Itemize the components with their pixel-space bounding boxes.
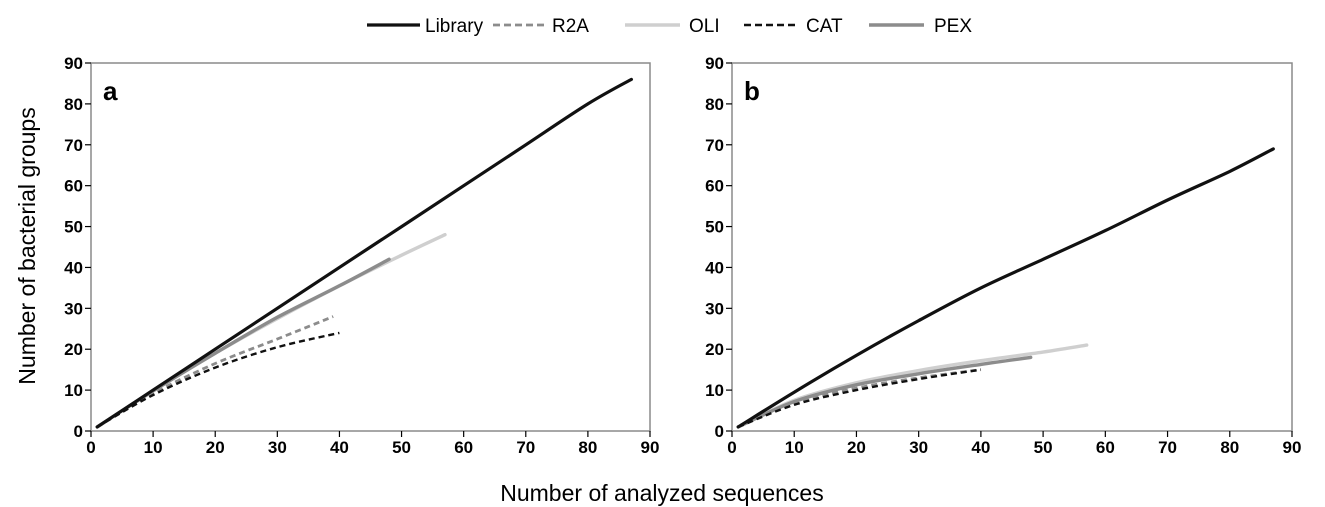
- y-tick-label: 40: [705, 258, 724, 277]
- y-tick-label: 80: [64, 95, 83, 114]
- x-tick-label: 30: [909, 438, 928, 457]
- legend-label: CAT: [806, 16, 843, 37]
- x-tick-label: 90: [641, 438, 660, 457]
- y-tick-label: 60: [64, 177, 83, 196]
- x-tick-label: 50: [392, 438, 411, 457]
- series-line-cat: [737, 368, 982, 429]
- panel-a: 0 10 20 30 40 50 60 70 80 90 0 10 20 30 40 50 60 70 80 90 a: [64, 54, 659, 457]
- x-tick-label: 50: [1034, 438, 1053, 457]
- panel-letter: a: [103, 76, 118, 106]
- x-tick-label: 0: [86, 438, 95, 457]
- x-tick-label: 60: [454, 438, 473, 457]
- legend-label: Library: [425, 16, 484, 37]
- y-tick-label: 10: [64, 381, 83, 400]
- series-line-pex: [736, 355, 1033, 429]
- legend-item-r2a: R2A: [493, 16, 589, 37]
- x-tick-label: 20: [206, 438, 225, 457]
- legend-item-pex: PEX: [869, 16, 972, 37]
- x-tick-label: 40: [971, 438, 990, 457]
- x-tick-label: 0: [727, 438, 736, 457]
- y-tick-label: 10: [705, 381, 724, 400]
- y-tick-label: 0: [715, 422, 724, 441]
- series-line-cat: [96, 331, 340, 428]
- x-tick-label: 60: [1096, 438, 1115, 457]
- x-tick-label: 70: [516, 438, 535, 457]
- x-axis-title: Number of analyzed sequences: [500, 480, 823, 506]
- plot-frame: [731, 62, 1293, 432]
- x-tick-label: 20: [847, 438, 866, 457]
- x-tick-label: 90: [1283, 438, 1302, 457]
- legend-label: PEX: [934, 16, 972, 37]
- y-tick-label: 20: [64, 340, 83, 359]
- series-line-oli: [95, 233, 447, 429]
- y-tick-label: 50: [64, 218, 83, 237]
- series-line-library: [95, 77, 633, 429]
- panel-letter: b: [744, 76, 760, 106]
- legend-label: R2A: [552, 16, 589, 37]
- legend: Library R2A OLI CAT PEX: [367, 16, 972, 37]
- y-tick-label: 30: [705, 299, 724, 318]
- y-tick-label: 90: [705, 54, 724, 73]
- y-tick-label: 60: [705, 177, 724, 196]
- legend-item-cat: CAT: [744, 16, 843, 37]
- legend-item-oli: OLI: [625, 16, 720, 37]
- x-tick-label: 80: [1220, 438, 1239, 457]
- x-tick-label: 10: [144, 438, 163, 457]
- x-tick-label: 70: [1158, 438, 1177, 457]
- y-tick-label: 30: [64, 299, 83, 318]
- panel-b: 0 10 20 30 40 50 60 70 80 90 0 10 20 30 40 50 60 70 80 90 b: [705, 54, 1301, 457]
- y-tick-label: 80: [705, 95, 724, 114]
- y-tick-label: 70: [705, 136, 724, 155]
- series-line-r2a: [96, 315, 334, 429]
- y-tick-label: 20: [705, 340, 724, 359]
- plot-frame: [90, 62, 651, 432]
- legend-label: OLI: [689, 16, 720, 37]
- y-tick-label: 40: [64, 258, 83, 277]
- x-tick-label: 40: [330, 438, 349, 457]
- y-axis-title: Number of bacterial groups: [14, 107, 40, 384]
- y-tick-label: 50: [705, 218, 724, 237]
- x-tick-label: 30: [268, 438, 287, 457]
- series-line-r2a: [737, 368, 982, 429]
- y-tick-label: 90: [64, 54, 83, 73]
- x-tick-label: 80: [578, 438, 597, 457]
- series-line-library: [736, 147, 1275, 429]
- y-tick-label: 70: [64, 136, 83, 155]
- legend-item-library: Library: [367, 16, 484, 37]
- series-line-oli: [736, 343, 1089, 429]
- x-tick-label: 10: [785, 438, 804, 457]
- y-tick-label: 0: [74, 422, 83, 441]
